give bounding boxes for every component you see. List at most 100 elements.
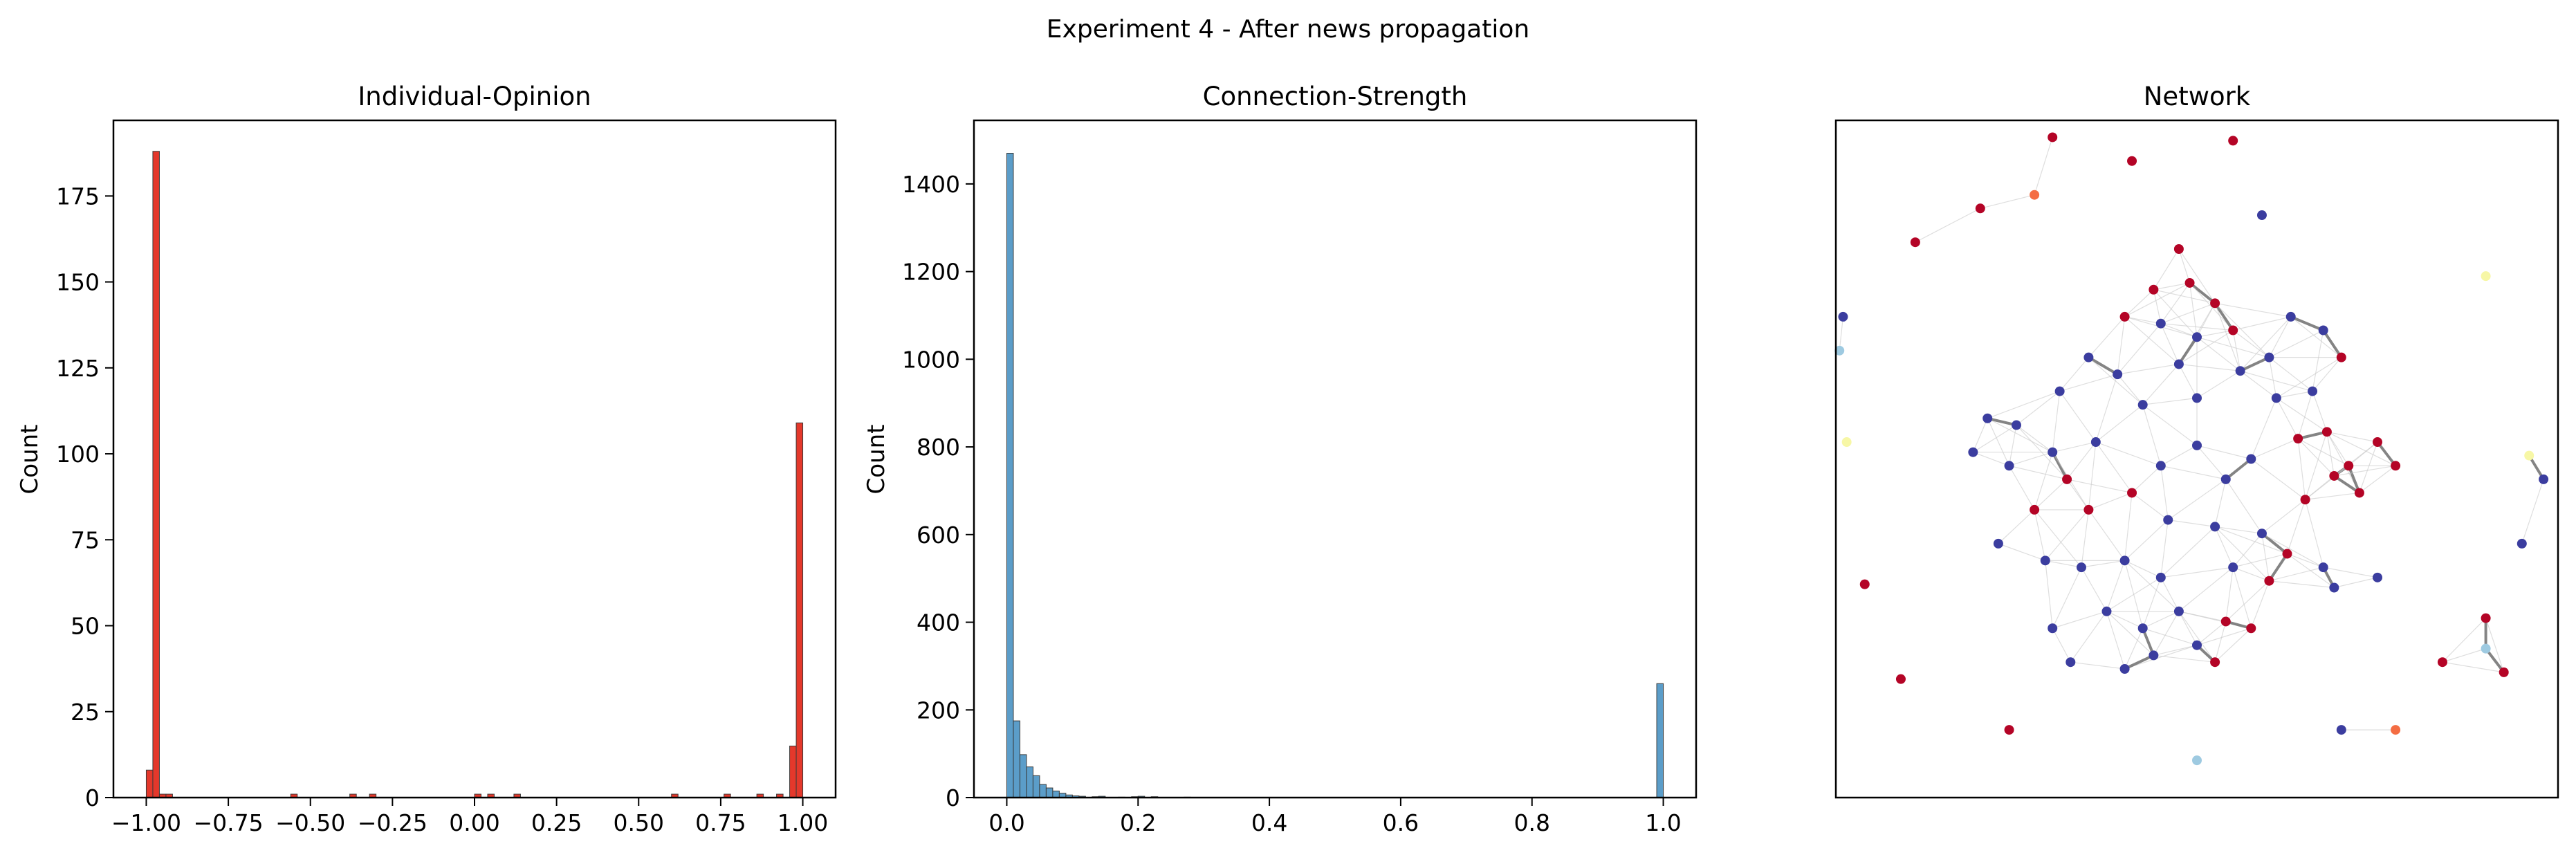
network-edge <box>2376 441 2397 467</box>
network-edge <box>2269 580 2335 589</box>
network-node <box>1910 237 1920 248</box>
network-edge <box>1987 418 2010 466</box>
network-node <box>2329 582 2339 593</box>
network-edge <box>2261 533 2324 568</box>
network-edge <box>2326 432 2349 466</box>
network-edge <box>2045 509 2089 561</box>
network-edges <box>1839 137 2545 730</box>
network-edge <box>2124 289 2154 318</box>
network-edge <box>2297 391 2313 439</box>
network-edge <box>2160 323 2180 365</box>
network-edge <box>1980 194 2035 209</box>
network-edge <box>2297 438 2349 466</box>
network-edge <box>2287 553 2335 588</box>
network-edge <box>2160 445 2198 466</box>
network-edge <box>2250 580 2270 629</box>
network-edge <box>1987 418 2053 453</box>
network-edge <box>1972 418 1988 452</box>
network-edge <box>2225 479 2263 534</box>
network-edge <box>2141 627 2155 656</box>
x-tick-label: −1.00 <box>111 809 181 836</box>
y-tick-label: 0 <box>946 784 960 811</box>
network-edge <box>2359 465 2396 493</box>
network-edge <box>2016 425 2053 453</box>
network-edge <box>2233 553 2288 568</box>
network-edge <box>2225 567 2234 622</box>
network-edge <box>2131 465 2162 493</box>
network-edge <box>2124 628 2144 670</box>
network-edge <box>2160 466 2169 520</box>
network-node <box>2321 427 2332 437</box>
network-node <box>2048 447 2058 457</box>
x-tick-label: 0.00 <box>449 809 499 836</box>
network-edge <box>2081 560 2125 568</box>
network-node <box>2192 332 2202 342</box>
histogram-bar <box>1032 775 1040 798</box>
network-edge <box>2117 374 2144 405</box>
network-edge <box>2189 282 2234 331</box>
network-edge <box>2106 611 2154 656</box>
network-edge <box>2305 499 2324 568</box>
network-node <box>2155 318 2166 329</box>
chart-title: Individual-Opinion <box>358 82 591 111</box>
histogram-bar <box>1019 754 1027 798</box>
network-edge <box>2066 479 2089 511</box>
network-edge <box>2070 661 2125 670</box>
network-edge <box>2261 533 2270 581</box>
network-edge <box>2052 611 2107 629</box>
network-edge <box>2214 302 2291 318</box>
network-edge <box>2034 479 2068 511</box>
network-edge <box>2269 357 2313 392</box>
figure-suptitle: Experiment 4 - After news propagation <box>1047 15 1529 44</box>
network-edge <box>2142 405 2162 466</box>
network-node <box>1841 437 1852 448</box>
network-edge <box>2117 323 2162 375</box>
network-edge <box>2167 479 2227 521</box>
network-edge <box>2124 654 2155 670</box>
network-edge <box>2081 567 2108 612</box>
network-node <box>2119 311 2130 322</box>
x-ticks: 0.0 0.2 0.4 0.6 0.8 1.0 <box>988 798 1682 836</box>
y-axis-label: Count <box>16 425 44 495</box>
network-node <box>2246 454 2256 464</box>
network-edge <box>2059 391 2097 443</box>
network-node <box>2373 437 2382 448</box>
network-edge <box>2052 627 2071 663</box>
histogram-bar <box>152 151 160 798</box>
network-edge <box>2276 397 2328 432</box>
network-edge <box>2297 439 2306 500</box>
network-edge <box>2334 465 2396 477</box>
network-node <box>2076 562 2086 573</box>
network-edge <box>2214 526 2288 555</box>
network-node <box>2481 643 2491 654</box>
y-tick-label: 125 <box>56 355 100 382</box>
network-edge <box>2124 520 2169 561</box>
network-edge <box>2153 289 2216 304</box>
panel-individual-opinion: Individual-Opinion Count −1.00 −0.75 −0.50… <box>16 82 837 836</box>
network-node <box>2040 555 2050 566</box>
network-edge <box>2160 323 2198 338</box>
histogram-bar <box>1052 790 1060 798</box>
network-node <box>2083 352 2094 362</box>
network-edge <box>2232 533 2263 568</box>
network-edge <box>2142 404 2198 446</box>
bars <box>145 151 804 798</box>
network-edge <box>2095 404 2144 443</box>
network-node <box>1993 538 2003 549</box>
network-node <box>2264 352 2274 362</box>
network-edge <box>2160 567 2234 578</box>
network-node <box>2517 538 2527 549</box>
network-edge <box>2153 289 2162 324</box>
x-tick-label: 1.0 <box>1645 809 1681 836</box>
network-node <box>2539 474 2549 484</box>
network-edge <box>2124 493 2133 561</box>
network-edge <box>2088 316 2126 358</box>
network-edge <box>1973 452 2009 466</box>
x-tick-label: 0.0 <box>988 809 1024 836</box>
network-node <box>2499 667 2509 677</box>
network-node <box>2524 450 2534 461</box>
histogram-bar <box>1045 787 1054 798</box>
network-edge <box>2485 647 2505 674</box>
network-edge <box>2178 248 2216 304</box>
